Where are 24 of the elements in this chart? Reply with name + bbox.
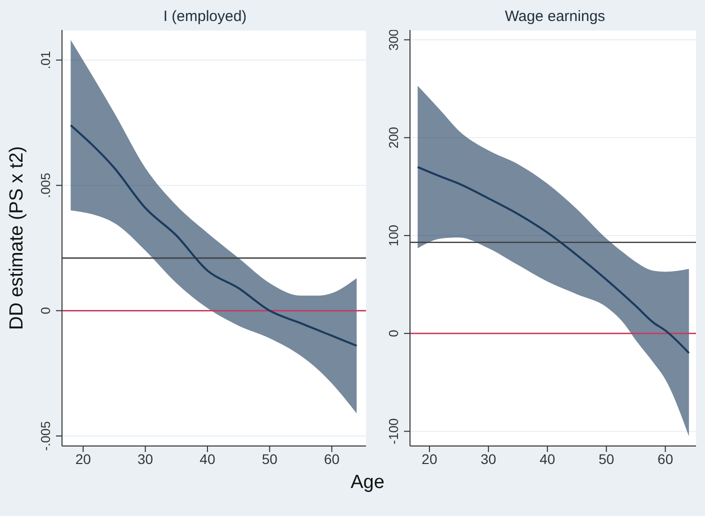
x-tick-label: 60 — [658, 450, 674, 467]
x-tick-label: 30 — [480, 450, 496, 467]
x-tick-label: 50 — [598, 450, 614, 467]
x-tick-label: 20 — [422, 450, 438, 467]
y-axis-title: DD estimate (PS x t2) — [6, 146, 28, 330]
x-tick-label: 30 — [138, 450, 154, 467]
y-tick-label: -100 — [386, 418, 401, 444]
y-tick-label: 0 — [386, 330, 401, 338]
x-tick-label: 40 — [540, 450, 556, 467]
x-tick-label: 20 — [75, 450, 92, 467]
line-series — [70, 124, 358, 347]
chart-title: I (employed) — [162, 7, 248, 27]
y-tick-label: .005 — [38, 172, 53, 198]
y-tick-label: 100 — [386, 224, 401, 246]
x-tick-label: 50 — [262, 450, 278, 467]
y-tick-label: 200 — [386, 126, 401, 149]
y-tick-label: 0 — [38, 307, 53, 314]
x-tick-label: 40 — [200, 450, 216, 467]
x-axis-title: Age — [350, 472, 386, 494]
y-tick-label: .01 — [38, 51, 53, 70]
x-tick-label: 60 — [324, 450, 340, 467]
y-tick-label: -.005 — [38, 421, 53, 451]
chart-title: Wage earnings — [504, 7, 606, 27]
line-series — [416, 166, 690, 354]
